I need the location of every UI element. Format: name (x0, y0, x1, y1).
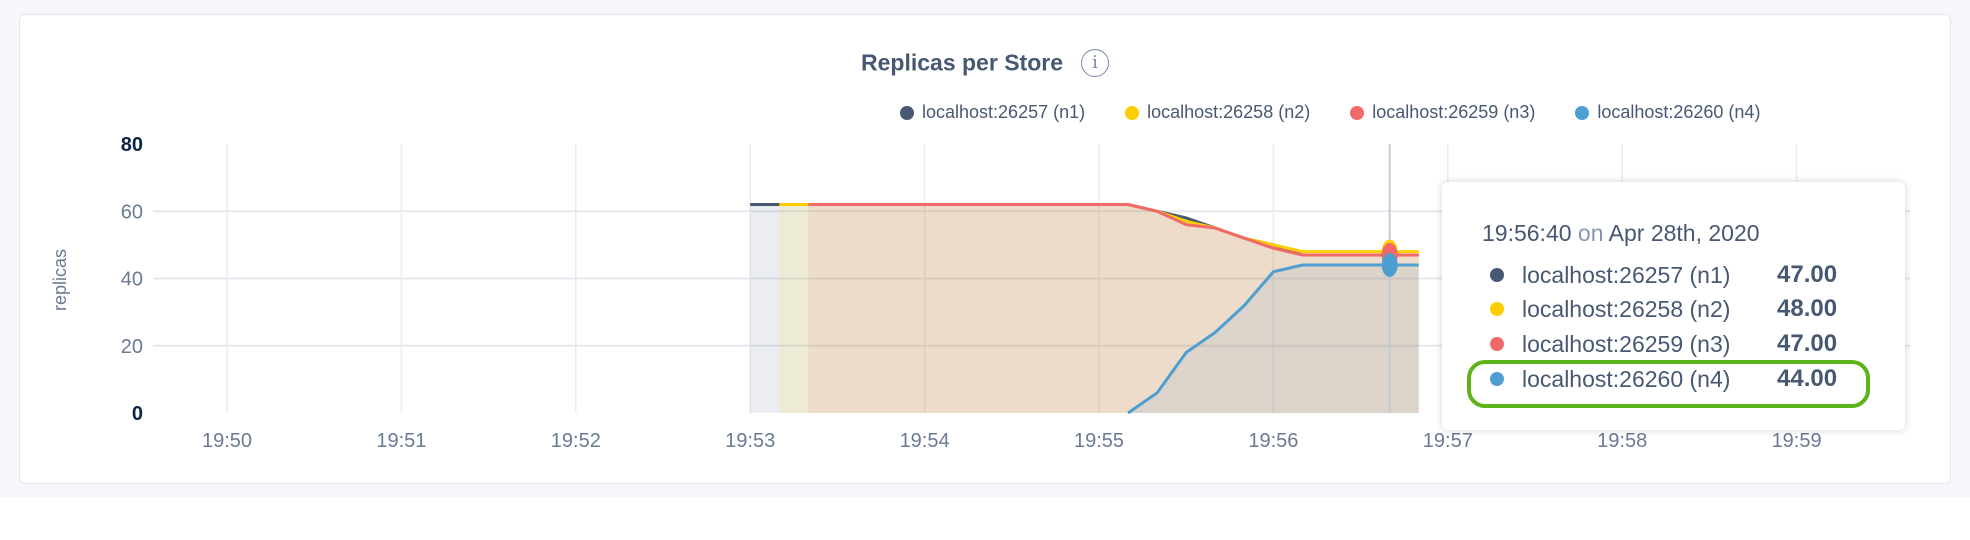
legend-dot-icon (1125, 105, 1140, 120)
legend: localhost:26257 (n1) localhost:26258 (n2… (900, 102, 1760, 123)
tooltip-title: 19:56:40 on Apr 28th, 2020 (1482, 220, 1760, 247)
highlight-outline (1467, 360, 1870, 408)
legend-item[interactable]: localhost:26260 (n4) (1575, 102, 1760, 123)
x-tick-label: 19:50 (202, 430, 252, 452)
tooltip-date: Apr 28th, 2020 (1608, 220, 1760, 246)
tooltip-time: 19:56:40 (1482, 220, 1572, 246)
tooltip-row-label: localhost:26260 (n4) (1522, 365, 1731, 392)
legend-label: localhost:26257 (n1) (922, 102, 1086, 122)
x-tick-label: 19:54 (900, 430, 950, 452)
series-dot-icon (1490, 372, 1504, 386)
legend-dot-icon (900, 105, 914, 120)
series-area (808, 204, 1419, 413)
tooltip-row-value: 44.00 (1777, 365, 1838, 392)
series-area (750, 204, 1419, 413)
legend-item[interactable]: localhost:26259 (n3) (1350, 102, 1535, 123)
tooltip-row-value: 48.00 (1777, 295, 1838, 322)
x-tick-label: 19:53 (725, 430, 775, 452)
series-dot-icon (1490, 268, 1504, 282)
legend-dot-icon (1350, 105, 1365, 120)
tooltip-row-highlighted: localhost:26260 (n4) 44.00 (1490, 362, 1837, 396)
y-tick-label: 80 (121, 134, 143, 156)
legend-dot-icon (1575, 105, 1590, 120)
tooltip-on: on (1577, 220, 1604, 246)
tooltip-row: localhost:26257 (n1) 47.00 (1490, 258, 1837, 292)
hover-marker (1381, 253, 1398, 278)
x-tick-label: 19:58 (1597, 430, 1647, 452)
legend-label: localhost:26259 (n3) (1372, 102, 1536, 122)
chart-title-row: Replicas per Store i (0, 48, 1970, 77)
legend-label: localhost:26260 (n4) (1597, 102, 1761, 122)
x-tick-label: 19:56 (1248, 430, 1298, 452)
series-area (1128, 265, 1419, 413)
series-dot-icon (1490, 337, 1504, 351)
legend-item[interactable]: localhost:26257 (n1) (900, 102, 1085, 123)
x-tick-label: 19:57 (1423, 430, 1473, 452)
y-tick-label: 20 (121, 336, 143, 358)
x-tick-label: 19:51 (376, 430, 426, 452)
series-dot-icon (1490, 302, 1504, 316)
y-axis-label: replicas (50, 249, 70, 311)
x-tick-label: 19:55 (1074, 430, 1124, 452)
tooltip-row: localhost:26259 (n3) 47.00 (1490, 327, 1837, 361)
tooltip-row: localhost:26258 (n2) 48.00 (1490, 292, 1837, 326)
tooltip-row-label: localhost:26257 (n1) (1522, 261, 1731, 288)
tooltip: 19:56:40 on Apr 28th, 2020 localhost:262… (1442, 182, 1905, 430)
series-line (1127, 263, 1419, 415)
x-tick-label: 19:52 (551, 430, 601, 452)
legend-label: localhost:26258 (n2) (1147, 102, 1311, 122)
y-tick-label: 40 (121, 269, 143, 291)
chart-title: Replicas per Store (861, 49, 1063, 76)
legend-item[interactable]: localhost:26258 (n2) (1125, 102, 1310, 123)
y-tick-label: 0 (132, 403, 143, 425)
series-line (808, 203, 1419, 257)
tooltip-row-value: 47.00 (1777, 330, 1838, 357)
tooltip-row-value: 47.00 (1777, 261, 1838, 288)
y-tick-label: 60 (121, 201, 143, 223)
tooltip-row-label: localhost:26258 (n2) (1522, 295, 1731, 322)
x-tick-label: 19:59 (1772, 430, 1822, 452)
series-area (779, 204, 1419, 413)
tooltip-row-label: localhost:26259 (n3) (1522, 330, 1731, 357)
info-icon[interactable]: i (1080, 48, 1109, 77)
